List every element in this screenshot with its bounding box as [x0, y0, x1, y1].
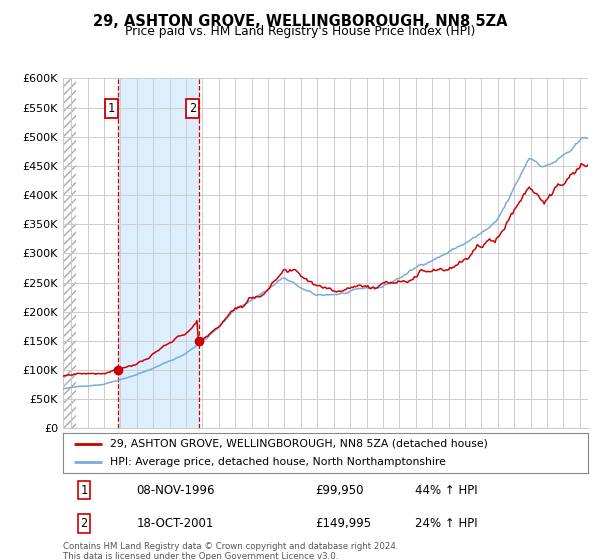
Text: 08-NOV-1996: 08-NOV-1996 [137, 484, 215, 497]
Text: Contains HM Land Registry data © Crown copyright and database right 2024.
This d: Contains HM Land Registry data © Crown c… [63, 542, 398, 560]
Text: 2: 2 [80, 517, 88, 530]
Text: Price paid vs. HM Land Registry's House Price Index (HPI): Price paid vs. HM Land Registry's House … [125, 25, 475, 38]
Text: £99,950: £99,950 [315, 484, 364, 497]
Text: 24% ↑ HPI: 24% ↑ HPI [415, 517, 478, 530]
Bar [63, 78, 76, 428]
Text: 29, ASHTON GROVE, WELLINGBOROUGH, NN8 5ZA: 29, ASHTON GROVE, WELLINGBOROUGH, NN8 5Z… [93, 14, 507, 29]
Text: 44% ↑ HPI: 44% ↑ HPI [415, 484, 478, 497]
Text: 18-OCT-2001: 18-OCT-2001 [137, 517, 214, 530]
Bar [118, 78, 199, 428]
Text: 1: 1 [80, 484, 88, 497]
Text: 1: 1 [108, 102, 115, 115]
Text: HPI: Average price, detached house, North Northamptonshire: HPI: Average price, detached house, Nort… [110, 458, 446, 467]
Text: 2: 2 [189, 102, 196, 115]
Text: £149,995: £149,995 [315, 517, 371, 530]
Text: 29, ASHTON GROVE, WELLINGBOROUGH, NN8 5ZA (detached house): 29, ASHTON GROVE, WELLINGBOROUGH, NN8 5Z… [110, 439, 488, 449]
